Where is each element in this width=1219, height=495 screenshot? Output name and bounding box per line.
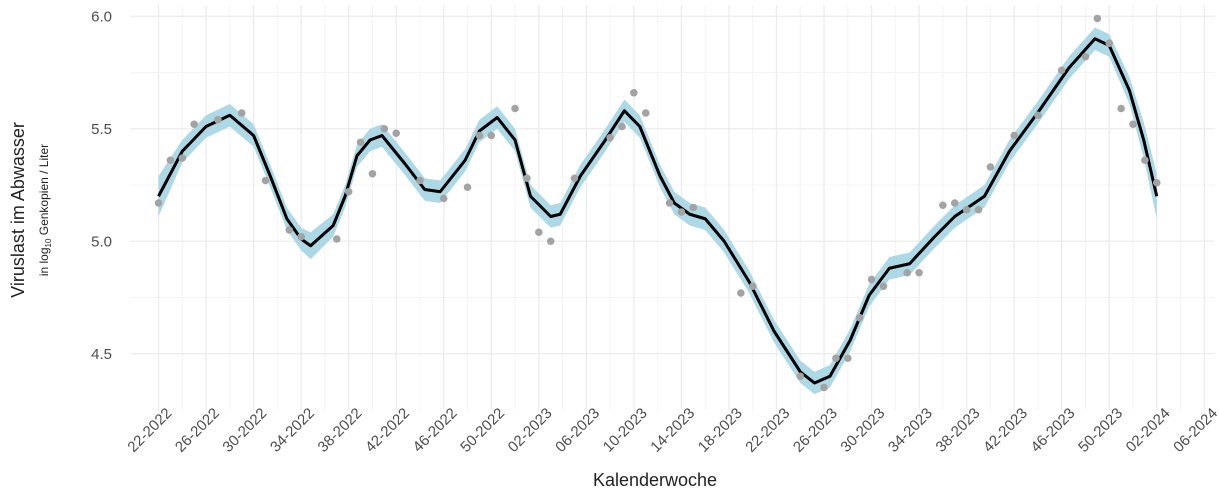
data-point: [867, 275, 876, 284]
data-point: [511, 104, 519, 113]
data-point: [190, 120, 198, 129]
data-point: [665, 199, 674, 207]
labels: 4.5 5.0 5.5 6.0 22-202226-202230-202234-2022…: [91, 8, 1219, 456]
data-point: [1034, 111, 1042, 120]
data-point: [535, 228, 543, 237]
x-tick-label: 22-2022: [124, 405, 175, 456]
x-tick-label: 30-2022: [219, 405, 270, 456]
data-point: [344, 187, 353, 196]
x-tick-label: 22-2023: [742, 405, 793, 456]
subtitle-part: Genkopien / Liter: [37, 144, 51, 239]
data-point: [843, 354, 852, 363]
data-point: [297, 232, 305, 241]
data-point: [962, 205, 971, 214]
data-point: [618, 122, 626, 131]
data-point: [237, 109, 246, 117]
data-point: [1010, 131, 1018, 140]
data-point: [1129, 120, 1137, 129]
subtitle-subscript: 10: [44, 238, 53, 247]
data-point: [1093, 14, 1102, 23]
data-point: [879, 282, 888, 291]
data-point: [166, 156, 175, 165]
data-point: [487, 131, 496, 140]
grid: [130, 5, 1215, 410]
x-tick-label: 46-2023: [1028, 405, 1079, 456]
subtitle-part: in log: [37, 247, 51, 276]
x-tick-label: 26-2023: [790, 405, 841, 456]
x-tick-label: 26-2022: [172, 405, 223, 456]
data-point: [820, 383, 828, 392]
x-tick-label: 38-2022: [315, 405, 366, 456]
data-point: [630, 88, 638, 97]
data-point: [523, 174, 531, 183]
x-tick-label: 02-2023: [505, 405, 556, 456]
data-point: [1081, 52, 1090, 61]
data-point: [903, 268, 912, 277]
data-point: [1105, 39, 1114, 48]
y-axis-subtitle: in log10 Genkopien / Liter: [37, 144, 53, 276]
x-tick-label: 38-2023: [932, 405, 983, 456]
x-tick-label: 18-2023: [695, 405, 746, 456]
marks: [154, 14, 1161, 395]
data-point: [986, 163, 995, 171]
data-point: [1057, 66, 1066, 75]
data-point: [689, 203, 698, 212]
data-point: [950, 199, 959, 207]
x-tick-label: 42-2022: [362, 405, 413, 456]
data-point: [178, 154, 187, 162]
data-point: [356, 138, 365, 147]
y-tick-label: 6.0: [91, 8, 112, 25]
data-point: [748, 282, 757, 291]
data-point: [392, 129, 400, 138]
data-point: [855, 313, 864, 322]
data-point: [261, 176, 270, 185]
x-tick-label: 34-2023: [885, 405, 936, 456]
data-point: [974, 205, 983, 214]
data-point: [332, 235, 341, 243]
data-point: [154, 199, 163, 207]
x-tick-label: 50-2023: [1075, 405, 1126, 456]
x-tick-label: 42-2023: [980, 405, 1031, 456]
data-point: [939, 201, 947, 210]
data-point: [737, 289, 745, 297]
y-tick-label: 4.5: [91, 346, 112, 363]
x-tick-label: 46-2022: [410, 405, 461, 456]
data-point: [285, 226, 294, 234]
y-axis-title: Viruslast im Abwasser: [8, 122, 28, 298]
data-point: [796, 372, 805, 381]
x-tick-label: 10-2023: [600, 405, 651, 456]
x-tick-label: 06-2023: [552, 405, 603, 456]
data-point: [368, 169, 377, 178]
data-point: [546, 237, 555, 246]
data-point: [463, 183, 472, 192]
x-tick-label: 02-2024: [1123, 405, 1174, 456]
data-point: [1152, 178, 1161, 187]
y-tick-label: 5.5: [91, 121, 112, 138]
confidence-band: [158, 27, 1157, 395]
x-tick-label: 34-2022: [267, 405, 318, 456]
data-point: [677, 208, 686, 216]
data-point: [214, 115, 222, 124]
data-point: [606, 133, 614, 142]
data-point: [439, 194, 448, 203]
data-point: [570, 174, 579, 183]
data-point: [915, 268, 923, 277]
x-tick-label: 50-2022: [457, 405, 508, 456]
data-point: [832, 354, 840, 363]
x-tick-label: 30-2023: [837, 405, 888, 456]
x-tick-label: 06-2024: [1170, 405, 1219, 456]
data-point: [475, 131, 484, 140]
x-axis-title: Kalenderwoche: [593, 470, 717, 490]
data-point: [1141, 156, 1149, 165]
data-point: [1117, 104, 1125, 113]
data-point: [641, 109, 650, 117]
data-point: [380, 124, 389, 133]
y-tick-label: 5.0: [91, 233, 112, 250]
data-point: [416, 176, 424, 185]
x-tick-label: 14-2023: [647, 405, 698, 456]
